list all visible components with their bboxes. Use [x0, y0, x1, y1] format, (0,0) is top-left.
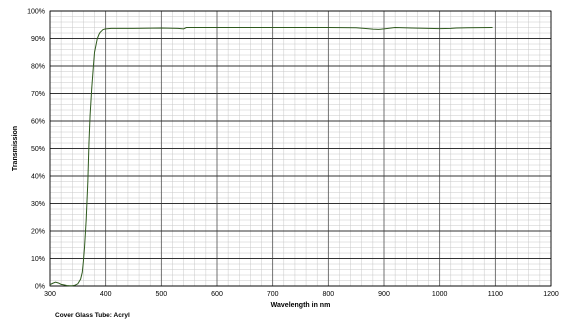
y-tick-label: 0%: [35, 284, 45, 291]
y-tick-label: 10%: [31, 256, 45, 263]
x-tick-label: 500: [155, 291, 167, 298]
y-tick-label: 50%: [31, 146, 45, 153]
y-axis-title: Transmission: [12, 126, 19, 171]
x-tick-label: 1100: [488, 291, 503, 298]
y-tick-label: 60%: [31, 119, 45, 126]
x-tick-label: 1000: [432, 291, 448, 298]
x-axis-tick-labels: 300 400 500 600 700 800 900 1000 1100 1200: [44, 291, 559, 298]
chart-caption: Cover Glass Tube: Acryl: [55, 312, 130, 319]
x-tick-label: 800: [322, 291, 334, 298]
x-tick-label: 300: [44, 291, 56, 298]
plot-border: [49, 10, 552, 287]
x-tick-label: 400: [100, 291, 112, 298]
y-tick-label: 100%: [27, 9, 45, 16]
y-tick-label: 40%: [31, 174, 45, 181]
x-tick-label: 700: [267, 291, 279, 298]
y-tick-label: 20%: [31, 229, 45, 236]
x-tick-label: 1200: [543, 291, 559, 298]
x-axis-title: Wavelength in nm: [271, 302, 331, 309]
y-tick-label: 80%: [31, 64, 45, 71]
y-tick-label: 70%: [31, 91, 45, 98]
transmission-curve: [49, 26, 493, 287]
y-tick-label: 30%: [31, 201, 45, 208]
x-tick-label: 900: [378, 291, 390, 298]
y-axis-tick-labels: 0% 10% 20% 30% 40% 50% 60% 70% 80% 90% 100%: [27, 9, 45, 291]
y-tick-label: 90%: [31, 36, 45, 43]
x-tick-label: 600: [211, 291, 223, 298]
